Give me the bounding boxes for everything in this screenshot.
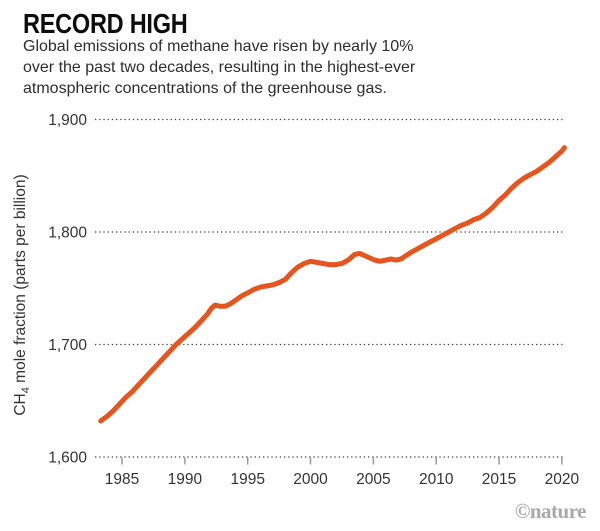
- y-axis-title-units: mole fraction (parts per billion): [12, 174, 29, 388]
- x-tick-label-1990: 1990: [168, 471, 203, 488]
- nature-logo: ©nature: [514, 499, 587, 523]
- y-tick-label-1800: 1,800: [48, 225, 87, 242]
- x-tick-label-2010: 2010: [419, 471, 454, 488]
- ch4-trend-line: [98, 145, 567, 424]
- y-axis-title: CH4 mole fraction (parts per billion): [12, 125, 32, 465]
- y-axis-title-subscript: 4: [20, 387, 33, 394]
- subtitle-line-3: atmospheric concentrations of the greenh…: [23, 80, 387, 97]
- page-title: RECORD HIGH: [23, 8, 188, 39]
- subtitle-line-1: Global emissions of methane have risen b…: [23, 38, 414, 55]
- y-tick-label-1600: 1,600: [48, 450, 87, 467]
- x-tick-label-1995: 1995: [230, 471, 264, 488]
- y-tick-label-1700: 1,700: [48, 337, 87, 354]
- y-axis-title-chemical: CH: [12, 393, 29, 416]
- x-tick-label-2000: 2000: [293, 471, 328, 488]
- subtitle-line-2: over the past two decades, resulting in …: [23, 59, 416, 76]
- x-tick-label-2005: 2005: [356, 471, 390, 488]
- x-tick-label-1985: 1985: [105, 471, 139, 488]
- x-tick-label-2015: 2015: [482, 471, 516, 488]
- chart-subtitle: Global emissions of methane have risen b…: [23, 36, 415, 99]
- x-tick-label-2020: 2020: [545, 471, 580, 488]
- y-tick-label-1900: 1,900: [48, 112, 87, 129]
